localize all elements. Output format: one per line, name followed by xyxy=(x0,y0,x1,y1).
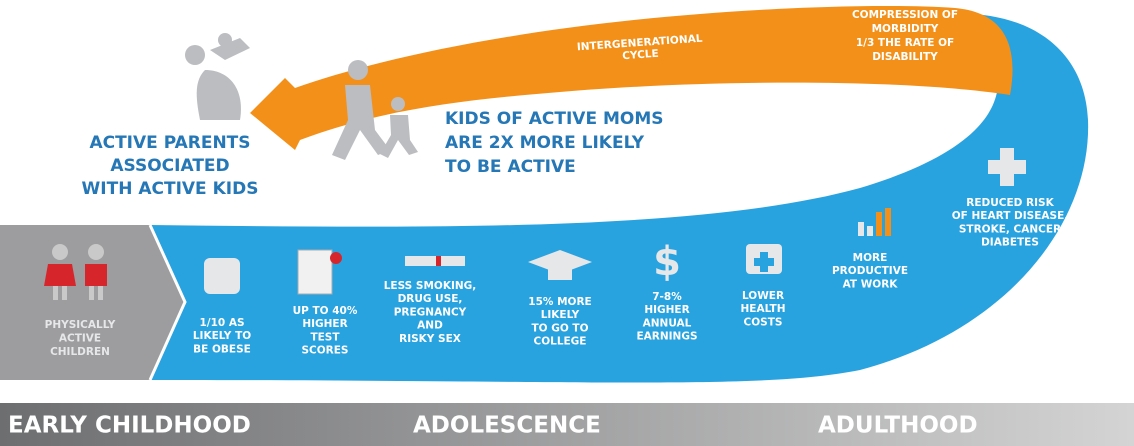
start-label-line: ACTIVE xyxy=(59,333,101,345)
benefit-label-line: COLLEGE xyxy=(534,336,587,348)
benefit-label-line: MORE xyxy=(853,252,888,264)
benefit-label-line: OF HEART DISEASE, xyxy=(952,210,1068,222)
parent-icon xyxy=(185,33,250,120)
benefit-label-line: SCORES xyxy=(301,345,348,357)
moms-label: KIDS OF ACTIVE MOMS ARE 2X MORE LIKELY TO … xyxy=(445,109,664,177)
benefit-label-line: HEALTH xyxy=(741,303,786,315)
moms-label-line: KIDS OF ACTIVE MOMS xyxy=(445,109,664,129)
benefit-label-line: ANNUAL xyxy=(643,317,692,329)
benefit-label-line: LESS SMOKING, xyxy=(384,280,477,292)
parents-label: ACTIVE PARENTS ASSOCIATED WITH ACTIVE KIDS xyxy=(82,133,259,199)
dollar-icon: $ xyxy=(653,239,681,285)
benefit-label-line: 1/10 AS xyxy=(199,317,244,329)
compression-label-line: 1/3 THE RATE OF xyxy=(856,37,954,49)
benefit-label-line: RISKY SEX xyxy=(399,333,461,345)
benefit-label-line: PRODUCTIVE xyxy=(832,265,908,277)
compression-label-line: COMPRESSION OF xyxy=(852,9,958,21)
stage-label: EARLY CHILDHOOD xyxy=(8,413,251,439)
benefit-label-line: LIKELY xyxy=(541,309,580,321)
benefit-label-line: COSTS xyxy=(744,316,783,328)
benefit-label-line: TEST xyxy=(310,331,340,343)
benefit-label-line: BE OBESE xyxy=(193,343,251,355)
benefit-label-line: LOWER xyxy=(742,290,784,302)
benefit-label-line: DIABETES xyxy=(981,237,1039,249)
benefit-label-line: UP TO 40% xyxy=(293,305,358,317)
benefit-label-line: PREGNANCY xyxy=(394,306,467,318)
stage-label: ADULTHOOD xyxy=(818,413,978,439)
benefit-label-line: TO GO TO xyxy=(531,322,588,334)
parents-label-line: ASSOCIATED xyxy=(110,156,229,176)
benefit-label-line: 7-8% xyxy=(652,291,682,303)
benefit-label-line: HIGHER xyxy=(302,318,347,330)
benefit-label-line: DRUG USE, xyxy=(398,293,463,305)
parents-label-line: ACTIVE PARENTS xyxy=(89,133,250,153)
infographic: $ INTERGENERATIONALCYCLECOMPRESSION OFMO… xyxy=(0,0,1134,446)
start-label-line: PHYSICALLY xyxy=(45,319,116,331)
stage-label: ADOLESCENCE xyxy=(413,413,601,439)
benefit-label-line: HIGHER xyxy=(644,304,689,316)
cycle-label-line: CYCLE xyxy=(622,48,659,63)
benefit-label-line: STROKE, CANCER xyxy=(959,223,1061,235)
benefit-label-line: 15% MORE xyxy=(528,296,591,308)
moms-label-line: TO BE ACTIVE xyxy=(445,157,576,177)
compression-label-line: MORBIDITY xyxy=(872,23,939,35)
benefit-label-line: LIKELY TO xyxy=(193,330,251,342)
moms-label-line: ARE 2X MORE LIKELY xyxy=(445,133,645,153)
benefit-label-line: AT WORK xyxy=(843,278,899,290)
parents-label-line: WITH ACTIVE KIDS xyxy=(82,179,259,199)
benefit-label-line: AND xyxy=(417,320,443,332)
compression-label-line: DISABILITY xyxy=(872,51,938,63)
start-label-line: CHILDREN xyxy=(50,346,110,358)
benefit-label-line: EARNINGS xyxy=(636,331,697,343)
benefit-label-line: REDUCED RISK xyxy=(966,197,1054,209)
